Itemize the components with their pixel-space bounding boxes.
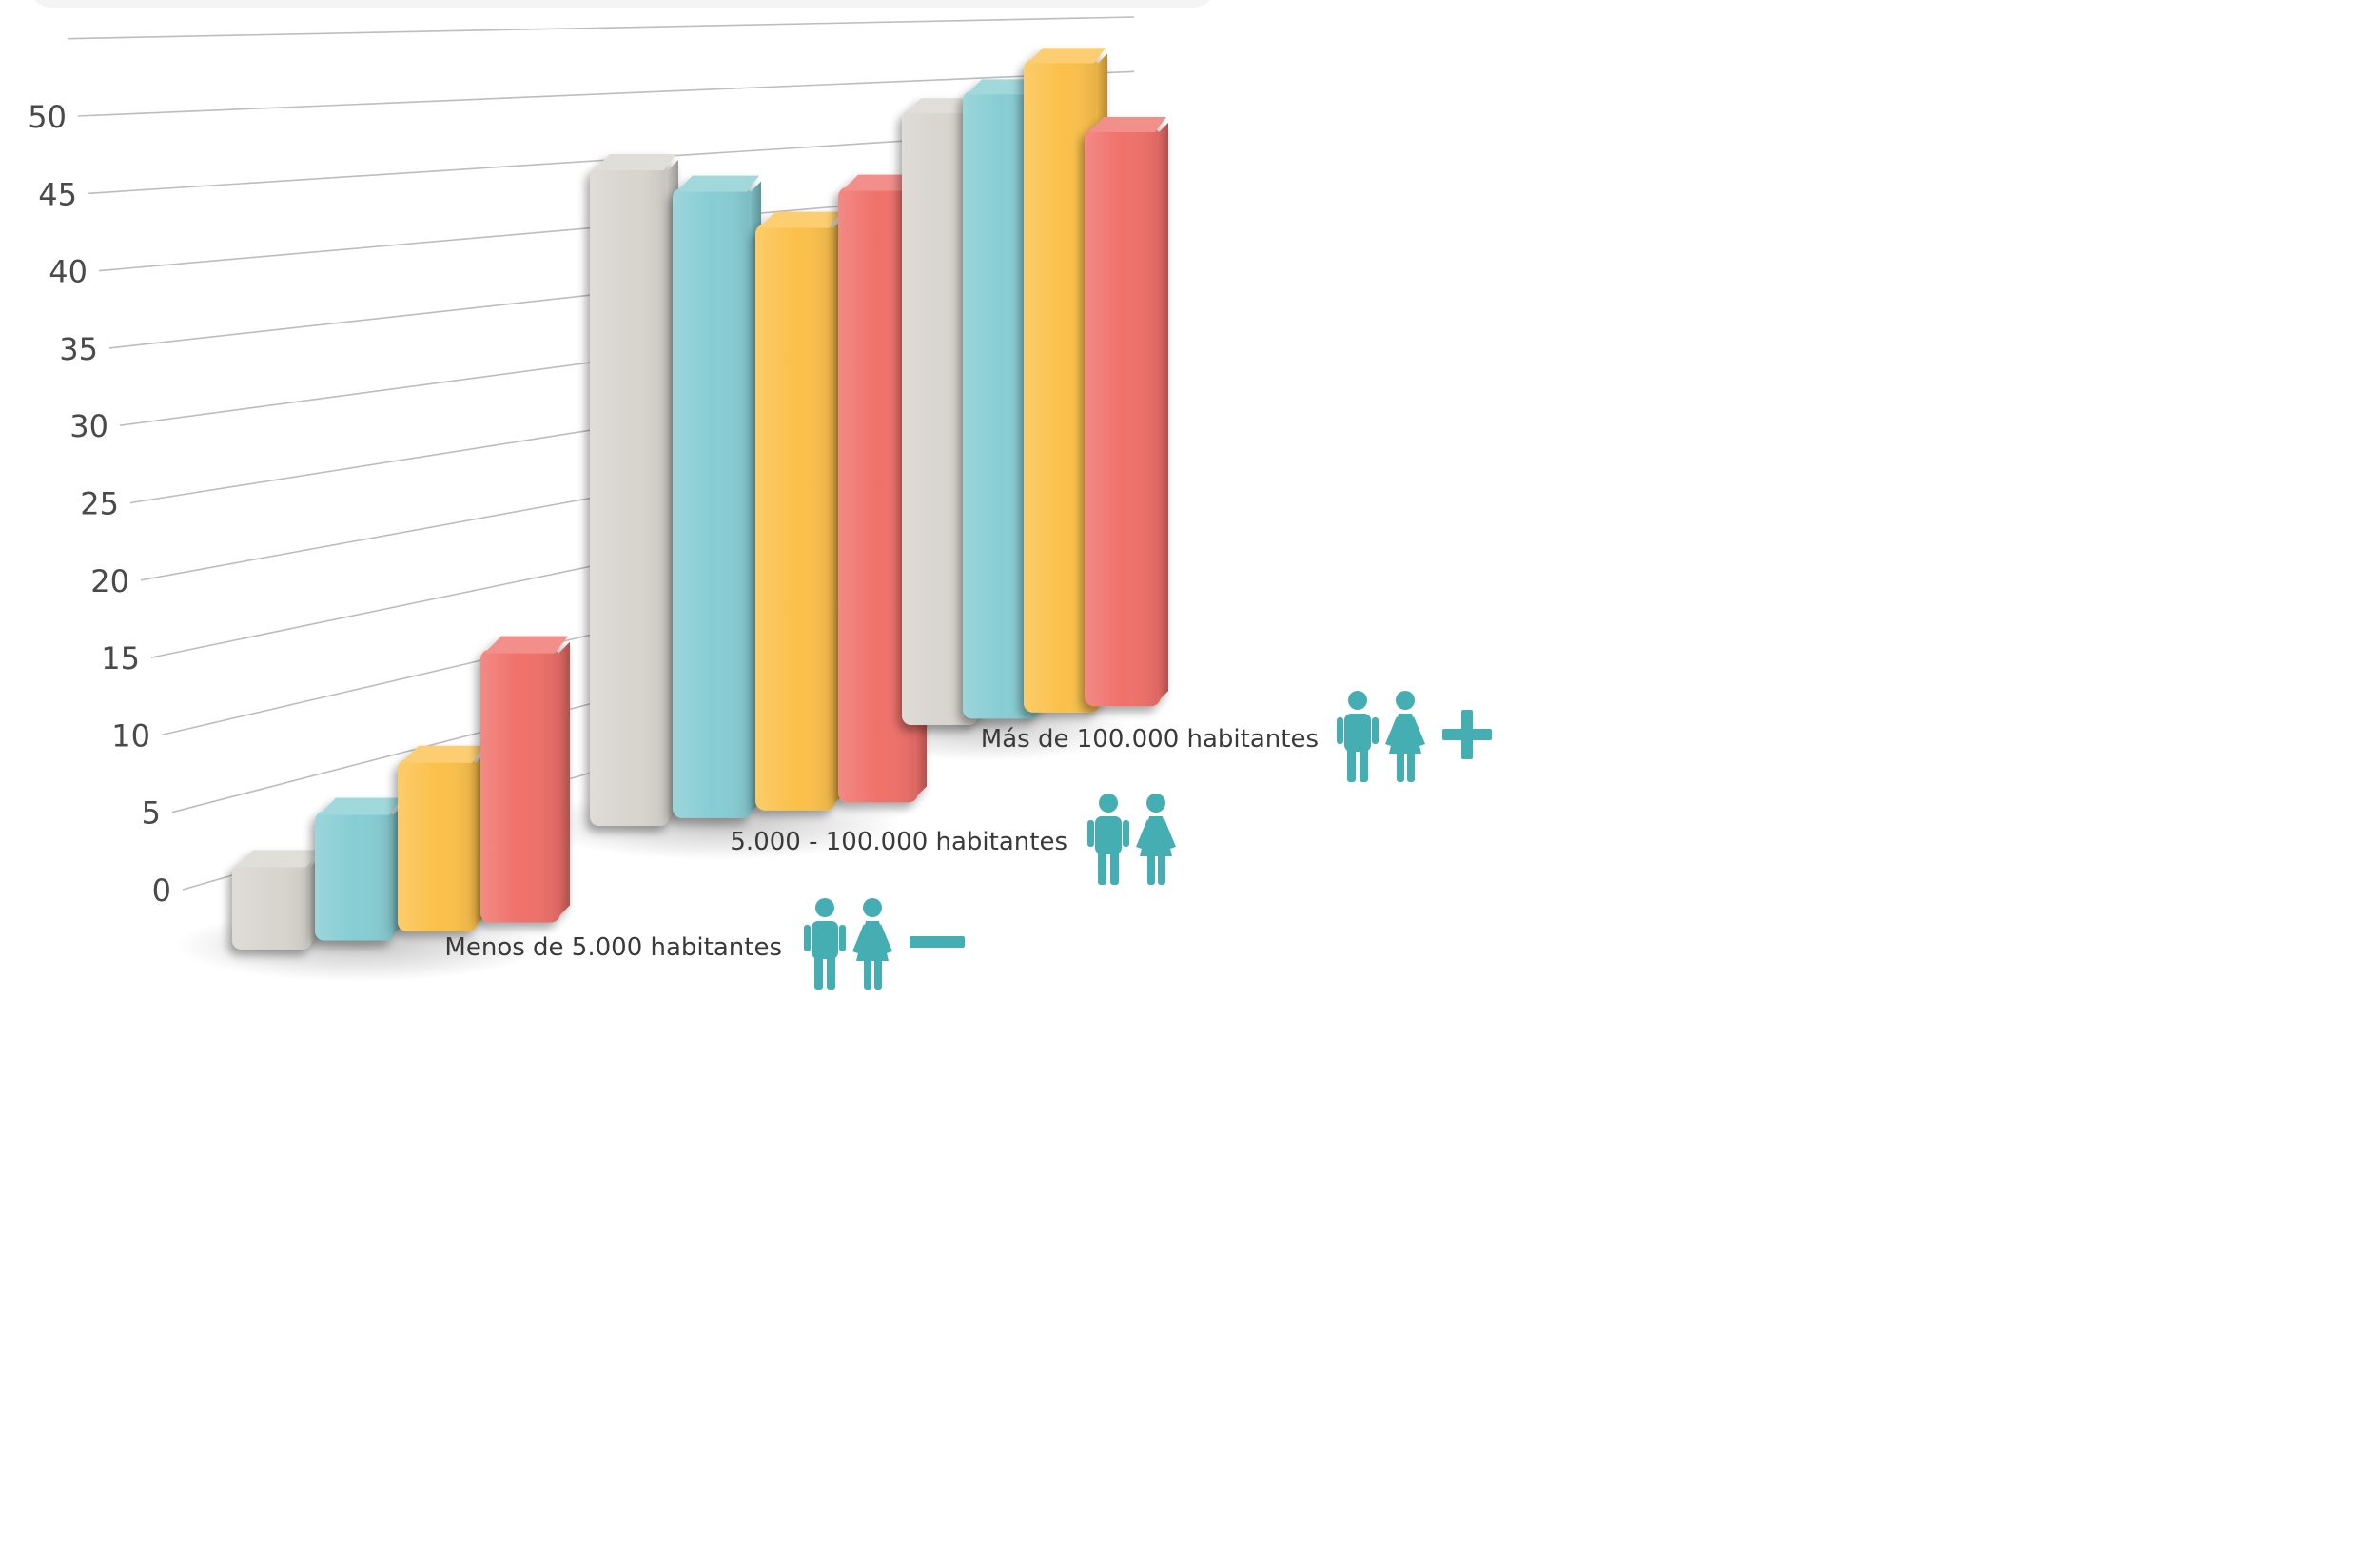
bar-top-highlight bbox=[594, 154, 676, 170]
bar-front-shade bbox=[480, 649, 560, 923]
people-minus-icon bbox=[804, 898, 965, 990]
bars bbox=[232, 48, 1168, 950]
category-label: Más de 100.000 habitantes bbox=[981, 725, 1319, 754]
bar bbox=[480, 636, 570, 923]
bar-top-highlight bbox=[1027, 48, 1106, 64]
y-tick-label: 15 bbox=[101, 640, 140, 676]
bar-top-highlight bbox=[319, 797, 402, 815]
y-tick-label: 0 bbox=[152, 872, 171, 909]
bar-side-shade bbox=[1157, 123, 1168, 703]
bar-front-shade bbox=[1085, 128, 1161, 707]
y-tick-label: 30 bbox=[69, 408, 108, 444]
y-tick-label: 10 bbox=[111, 717, 150, 754]
bar bbox=[1085, 117, 1168, 707]
y-tick-label: 35 bbox=[59, 331, 98, 367]
bar-top-highlight bbox=[759, 211, 842, 228]
people-plus-icon bbox=[1337, 691, 1492, 782]
category-labels: Menos de 5.000 habitantes 5.000 - 100.000… bbox=[444, 691, 1492, 990]
bar bbox=[232, 850, 322, 950]
bar-chart: 0 5 10 15 20 25 30 35 40 45 50 Menos de 5.000 habi… bbox=[28, 0, 1492, 990]
gridline bbox=[77, 70, 1135, 117]
bar-front-shade bbox=[590, 167, 670, 826]
y-tick-label: 20 bbox=[90, 563, 129, 599]
bar-top-highlight bbox=[676, 175, 759, 192]
bar-front-shade bbox=[902, 109, 978, 725]
y-axis-ticks: 0 5 10 15 20 25 30 35 40 45 50 bbox=[28, 99, 171, 909]
category-label: 5.000 - 100.000 habitantes bbox=[730, 828, 1067, 856]
category-label: Menos de 5.000 habitantes bbox=[444, 933, 782, 962]
y-tick-label: 25 bbox=[80, 486, 119, 522]
bar-front-shade bbox=[838, 186, 918, 803]
bar-side-shade bbox=[557, 641, 570, 919]
bar bbox=[673, 175, 761, 818]
bar bbox=[398, 745, 487, 931]
people-icon bbox=[1087, 794, 1176, 885]
bar-front-shade bbox=[232, 863, 312, 950]
bar-top-highlight bbox=[236, 850, 320, 868]
bar bbox=[315, 797, 404, 941]
y-tick-label: 40 bbox=[49, 254, 88, 290]
y-tick-label: 5 bbox=[142, 795, 161, 832]
bar-front-shade bbox=[755, 224, 835, 811]
bar-top-highlight bbox=[401, 745, 485, 763]
bar-front-shade bbox=[1024, 59, 1100, 713]
bar bbox=[590, 154, 678, 826]
bar bbox=[755, 211, 844, 811]
y-tick-label: 45 bbox=[38, 176, 77, 212]
bar-top-highlight bbox=[484, 636, 568, 654]
y-tick-label: 50 bbox=[28, 99, 67, 135]
bar-front-shade bbox=[315, 811, 395, 941]
bar-front-shade bbox=[673, 187, 753, 818]
bar-front-shade bbox=[963, 90, 1039, 719]
gridline bbox=[67, 16, 1135, 40]
bar-front-shade bbox=[398, 758, 478, 931]
top-banner bbox=[34, 0, 1210, 8]
bar-top-highlight bbox=[1088, 117, 1166, 132]
